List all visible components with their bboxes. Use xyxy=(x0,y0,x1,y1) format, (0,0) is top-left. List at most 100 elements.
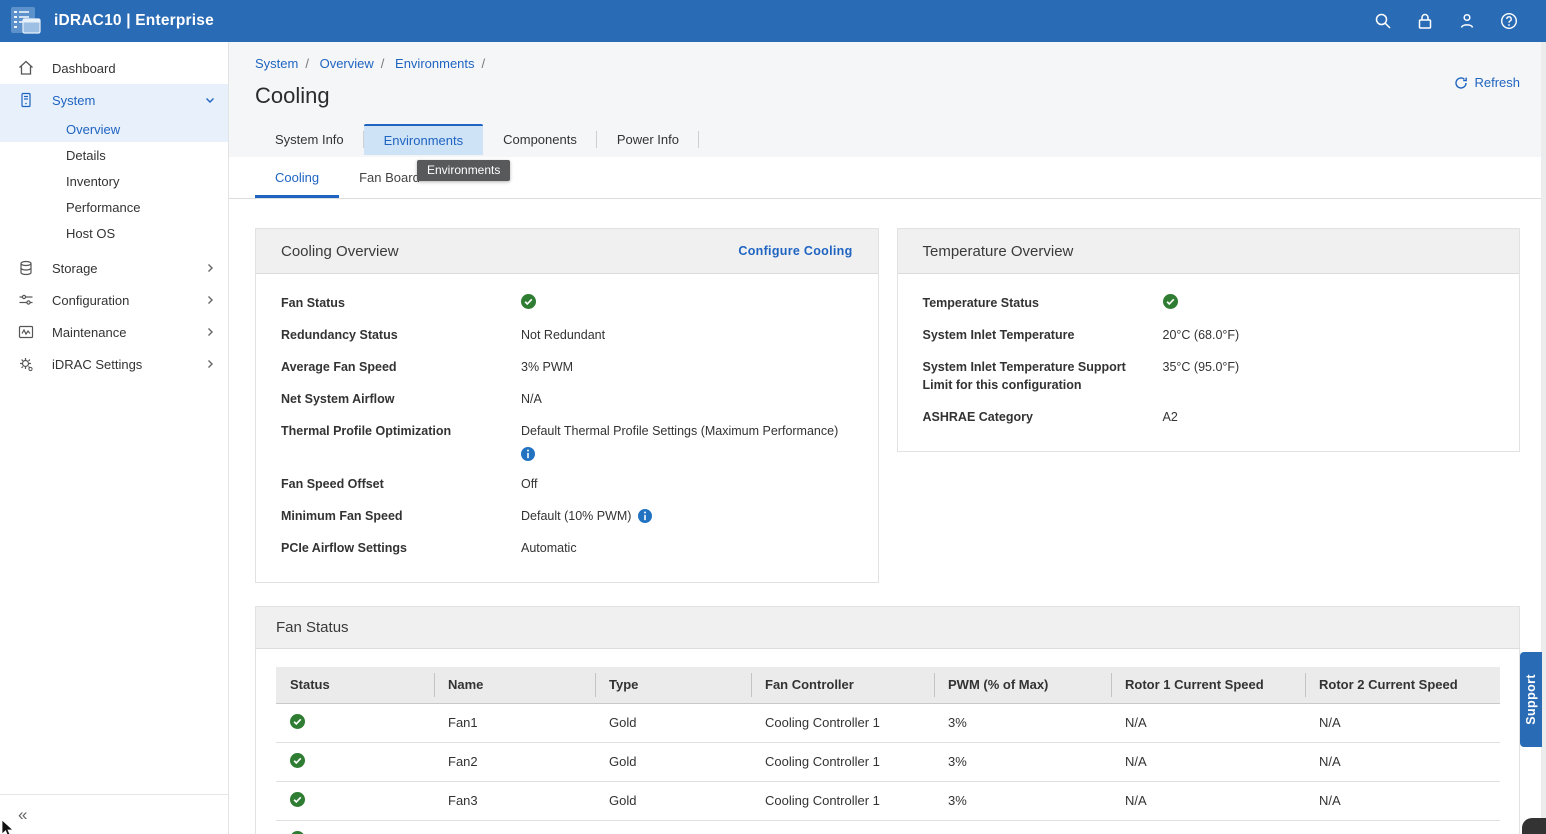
cell-rotor1: N/A xyxy=(1111,742,1305,781)
gear-icon xyxy=(18,356,34,372)
table-row[interactable]: Fan4 Gold Cooling Controller 1 3% N/A N/… xyxy=(276,820,1500,834)
cell-name: Fan3 xyxy=(434,781,595,820)
field-value: N/A xyxy=(521,390,542,408)
cell-pwm: 3% xyxy=(934,820,1111,834)
collapse-sidebar-button[interactable]: « xyxy=(18,806,27,823)
support-label: Support xyxy=(1524,674,1538,725)
tab-bar: System Info Environments Components Powe… xyxy=(255,124,1520,155)
search-icon[interactable] xyxy=(1374,12,1392,30)
field-label: ASHRAE Category xyxy=(923,408,1163,426)
breadcrumb-separator: / xyxy=(305,56,309,71)
field-value: Default (10% PWM) xyxy=(521,507,652,525)
tab-system-info[interactable]: System Info xyxy=(255,124,364,155)
fan-status-header: Fan Status xyxy=(255,606,1520,649)
panel-title: Temperature Overview xyxy=(923,243,1074,260)
chevron-right-icon xyxy=(204,326,216,338)
field-label: Average Fan Speed xyxy=(281,358,521,376)
lock-icon[interactable] xyxy=(1416,12,1434,30)
field-row: System Inlet Temperature 20°C (68.0°F) xyxy=(923,319,1495,351)
sidebar-item-details[interactable]: Details xyxy=(0,142,228,168)
page-title: Cooling xyxy=(255,83,1520,109)
sidebar-item-performance[interactable]: Performance xyxy=(0,194,228,220)
tab-components[interactable]: Components xyxy=(483,124,597,155)
configure-cooling-link[interactable]: Configure Cooling xyxy=(738,244,852,258)
sidebar-item-dashboard[interactable]: Dashboard xyxy=(0,52,228,84)
cell-type: Gold xyxy=(595,781,751,820)
subtab-cooling[interactable]: Cooling xyxy=(255,157,339,198)
sidebar-item-label: Dashboard xyxy=(52,61,216,76)
cell-type: Gold xyxy=(595,820,751,834)
tab-power-info[interactable]: Power Info xyxy=(597,124,699,155)
sidebar: Dashboard System Overview Details Invent… xyxy=(0,42,229,834)
content-area: Cooling Fan Board Cooling Overview Confi… xyxy=(229,157,1546,834)
field-value-text: Default (10% PWM) xyxy=(521,507,631,525)
field-value-text: Automatic xyxy=(521,539,577,557)
sidebar-subitem-label: Details xyxy=(66,148,106,163)
field-value: 3% PWM xyxy=(521,358,573,376)
info-icon[interactable] xyxy=(638,509,652,523)
sidebar-subitem-label: Host OS xyxy=(66,226,115,241)
sidebar-item-storage[interactable]: Storage xyxy=(0,252,228,284)
home-icon xyxy=(18,60,34,76)
refresh-icon xyxy=(1454,76,1468,90)
column-header-name: Name xyxy=(434,667,595,703)
sidebar-item-maintenance[interactable]: Maintenance xyxy=(0,316,228,348)
table-row[interactable]: Fan3 Gold Cooling Controller 1 3% N/A N/… xyxy=(276,781,1500,820)
support-tab-button[interactable]: Support xyxy=(1520,652,1542,747)
breadcrumb-separator: / xyxy=(482,56,486,71)
sliders-icon xyxy=(18,292,34,308)
sidebar-item-inventory[interactable]: Inventory xyxy=(0,168,228,194)
cell-name: Fan4 xyxy=(434,820,595,834)
cell-pwm: 3% xyxy=(934,703,1111,742)
cell-rotor1: N/A xyxy=(1111,703,1305,742)
sidebar-item-idrac-settings[interactable]: iDRAC Settings xyxy=(0,348,228,380)
field-row: PCIe Airflow Settings Automatic xyxy=(281,532,853,564)
refresh-button[interactable]: Refresh xyxy=(1454,75,1520,90)
sidebar-item-system[interactable]: System xyxy=(0,84,228,116)
sidebar-subitem-label: Overview xyxy=(66,122,120,137)
cell-name: Fan1 xyxy=(434,703,595,742)
field-value-text: A2 xyxy=(1163,408,1178,426)
sidebar-item-label: Maintenance xyxy=(52,325,204,340)
table-row[interactable]: Fan2 Gold Cooling Controller 1 3% N/A N/… xyxy=(276,742,1500,781)
info-icon[interactable] xyxy=(521,447,535,461)
cell-rotor2: N/A xyxy=(1305,742,1500,781)
breadcrumb: System / Overview / Environments / xyxy=(255,56,1520,71)
field-label: Net System Airflow xyxy=(281,390,521,408)
field-label: System Inlet Temperature xyxy=(923,326,1163,344)
breadcrumb-link-overview[interactable]: Overview xyxy=(320,56,374,71)
sidebar-footer: « xyxy=(0,794,228,834)
field-value: Not Redundant xyxy=(521,326,605,344)
page-header: System/ Overview/ Environments/ Refresh … xyxy=(229,42,1546,157)
field-value: 35°C (95.0°F) xyxy=(1163,358,1240,376)
fan-status-section: Fan Status Status Name Type Fan Controll… xyxy=(255,606,1520,834)
column-header-rotor2: Rotor 2 Current Speed xyxy=(1305,667,1500,703)
sidebar-item-host-os[interactable]: Host OS xyxy=(0,220,228,246)
field-row: Redundancy Status Not Redundant xyxy=(281,319,853,351)
user-icon[interactable] xyxy=(1458,12,1476,30)
cell-controller: Cooling Controller 1 xyxy=(751,742,934,781)
cell-rotor2: N/A xyxy=(1305,781,1500,820)
sidebar-subitem-label: Inventory xyxy=(66,174,119,189)
breadcrumb-link-system[interactable]: System xyxy=(255,56,298,71)
column-header-status: Status xyxy=(276,667,434,703)
cell-type: Gold xyxy=(595,742,751,781)
field-label: Temperature Status xyxy=(923,294,1163,312)
sidebar-item-configuration[interactable]: Configuration xyxy=(0,284,228,316)
breadcrumb-link-environments[interactable]: Environments xyxy=(395,56,474,71)
help-icon[interactable] xyxy=(1500,12,1518,30)
field-value-text: 20°C (68.0°F) xyxy=(1163,326,1240,344)
field-value: Default Thermal Profile Settings (Maximu… xyxy=(521,422,853,461)
tab-environments[interactable]: Environments xyxy=(364,124,483,155)
field-value-text: Off xyxy=(521,475,537,493)
field-row: Average Fan Speed 3% PWM xyxy=(281,351,853,383)
status-ok-icon xyxy=(1163,294,1178,309)
field-value: Off xyxy=(521,475,537,493)
corner-widget[interactable] xyxy=(1522,818,1546,834)
breadcrumb-separator: / xyxy=(381,56,385,71)
field-value xyxy=(1163,294,1178,309)
table-row[interactable]: Fan1 Gold Cooling Controller 1 3% N/A N/… xyxy=(276,703,1500,742)
status-ok-icon xyxy=(290,792,305,807)
field-label: System Inlet Temperature Support Limit f… xyxy=(923,358,1163,394)
sidebar-item-overview[interactable]: Overview xyxy=(0,116,228,142)
